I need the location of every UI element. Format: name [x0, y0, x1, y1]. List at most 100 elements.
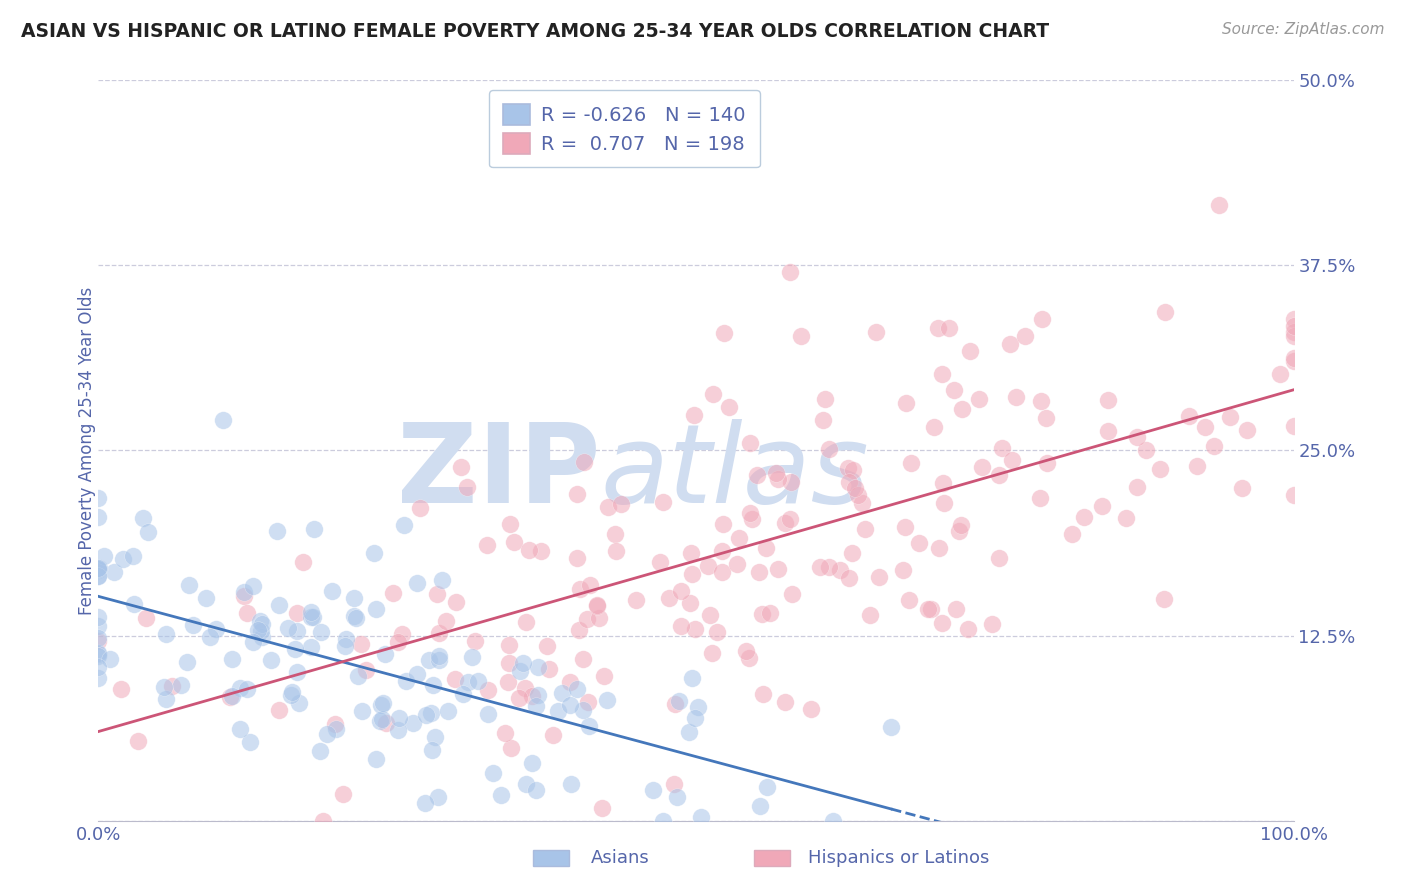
- Point: [170, 678, 193, 692]
- Point: [991, 441, 1014, 455]
- Point: [112, 551, 135, 566]
- Point: [427, 625, 450, 640]
- Point: [343, 608, 366, 623]
- Point: [959, 344, 981, 359]
- Point: [284, 642, 307, 657]
- Point: [558, 675, 581, 690]
- Point: [260, 653, 283, 667]
- Point: [87, 568, 110, 582]
- Point: [932, 475, 955, 490]
- Point: [711, 517, 734, 532]
- Point: [1208, 197, 1230, 211]
- Point: [280, 688, 302, 702]
- Point: [838, 475, 860, 490]
- Point: [464, 633, 486, 648]
- Point: [1282, 325, 1305, 339]
- Point: [132, 511, 155, 525]
- Point: [281, 685, 304, 699]
- Point: [682, 409, 704, 423]
- Point: [586, 599, 609, 614]
- Point: [392, 517, 415, 532]
- Point: [200, 631, 222, 645]
- Point: [610, 497, 633, 511]
- Point: [311, 624, 333, 639]
- Point: [430, 574, 453, 588]
- Point: [891, 563, 914, 577]
- Point: [152, 680, 174, 694]
- Point: [718, 400, 741, 414]
- Point: [1029, 394, 1052, 409]
- Point: [665, 789, 688, 804]
- Point: [387, 723, 409, 737]
- Point: [103, 565, 125, 579]
- Point: [277, 621, 299, 635]
- Point: [252, 616, 274, 631]
- Point: [363, 546, 385, 560]
- Point: [181, 617, 204, 632]
- Point: [426, 587, 449, 601]
- Point: [512, 656, 534, 670]
- Point: [1194, 419, 1216, 434]
- Point: [970, 459, 993, 474]
- Point: [354, 663, 377, 677]
- Point: [945, 602, 967, 616]
- Point: [87, 671, 110, 685]
- Point: [364, 751, 387, 765]
- Point: [702, 387, 724, 401]
- Point: [789, 329, 811, 343]
- Point: [586, 598, 609, 612]
- Point: [292, 555, 315, 569]
- Point: [427, 789, 450, 804]
- Point: [239, 734, 262, 748]
- Point: [908, 536, 931, 550]
- Point: [127, 733, 149, 747]
- Point: [572, 454, 595, 468]
- Point: [1097, 425, 1119, 439]
- Point: [436, 614, 458, 628]
- Point: [568, 582, 591, 597]
- Point: [758, 606, 780, 620]
- Point: [451, 687, 474, 701]
- Point: [87, 610, 110, 624]
- Bar: [754, 850, 790, 866]
- Point: [1282, 319, 1305, 334]
- Point: [738, 436, 761, 450]
- Point: [662, 777, 685, 791]
- Point: [932, 495, 955, 509]
- Point: [437, 704, 460, 718]
- Text: Source: ZipAtlas.com: Source: ZipAtlas.com: [1222, 22, 1385, 37]
- Point: [325, 722, 347, 736]
- Point: [900, 456, 922, 470]
- Point: [87, 631, 110, 645]
- Point: [841, 463, 863, 477]
- Point: [524, 782, 547, 797]
- Text: atlas: atlas: [600, 419, 869, 526]
- Point: [922, 419, 945, 434]
- Point: [648, 555, 671, 569]
- Point: [229, 681, 252, 695]
- Point: [685, 622, 707, 636]
- Point: [917, 602, 939, 616]
- Point: [219, 690, 242, 705]
- Point: [844, 481, 866, 495]
- Point: [370, 698, 392, 712]
- Point: [681, 671, 703, 685]
- Point: [799, 702, 821, 716]
- Point: [846, 488, 869, 502]
- Point: [779, 265, 801, 279]
- Point: [1115, 510, 1137, 524]
- Point: [415, 707, 437, 722]
- Point: [368, 714, 391, 729]
- Legend: R = -0.626   N = 140, R =  0.707   N = 198: R = -0.626 N = 140, R = 0.707 N = 198: [489, 90, 759, 168]
- Point: [1282, 351, 1305, 366]
- Point: [690, 810, 713, 824]
- Point: [405, 575, 427, 590]
- Point: [1073, 509, 1095, 524]
- Point: [679, 596, 702, 610]
- Point: [699, 608, 721, 623]
- Point: [1028, 491, 1050, 506]
- Point: [921, 602, 943, 616]
- Point: [752, 687, 775, 701]
- Point: [598, 500, 620, 514]
- Point: [1185, 459, 1208, 474]
